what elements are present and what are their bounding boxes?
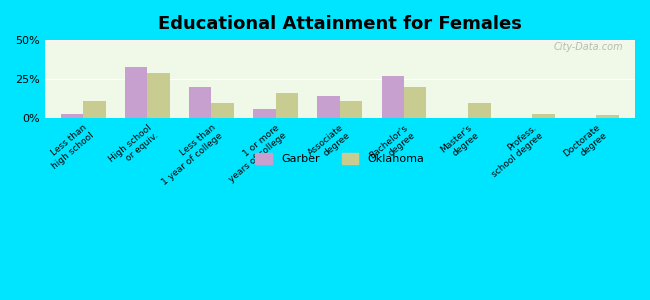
Bar <box>211 103 234 118</box>
Bar <box>276 93 298 118</box>
Bar <box>468 103 491 118</box>
Bar <box>404 87 426 118</box>
Bar <box>597 115 619 118</box>
Text: City-Data.com: City-Data.com <box>554 43 623 52</box>
Bar <box>60 113 83 118</box>
Bar <box>532 113 555 118</box>
Title: Educational Attainment for Females: Educational Attainment for Females <box>158 15 522 33</box>
Bar <box>125 67 148 118</box>
Bar <box>317 96 340 118</box>
Bar <box>253 109 276 118</box>
Bar <box>340 101 362 118</box>
Bar <box>148 73 170 118</box>
Bar <box>382 76 404 118</box>
Bar <box>83 101 105 118</box>
Bar <box>189 87 211 118</box>
Legend: Garber, Oklahoma: Garber, Oklahoma <box>251 148 428 169</box>
